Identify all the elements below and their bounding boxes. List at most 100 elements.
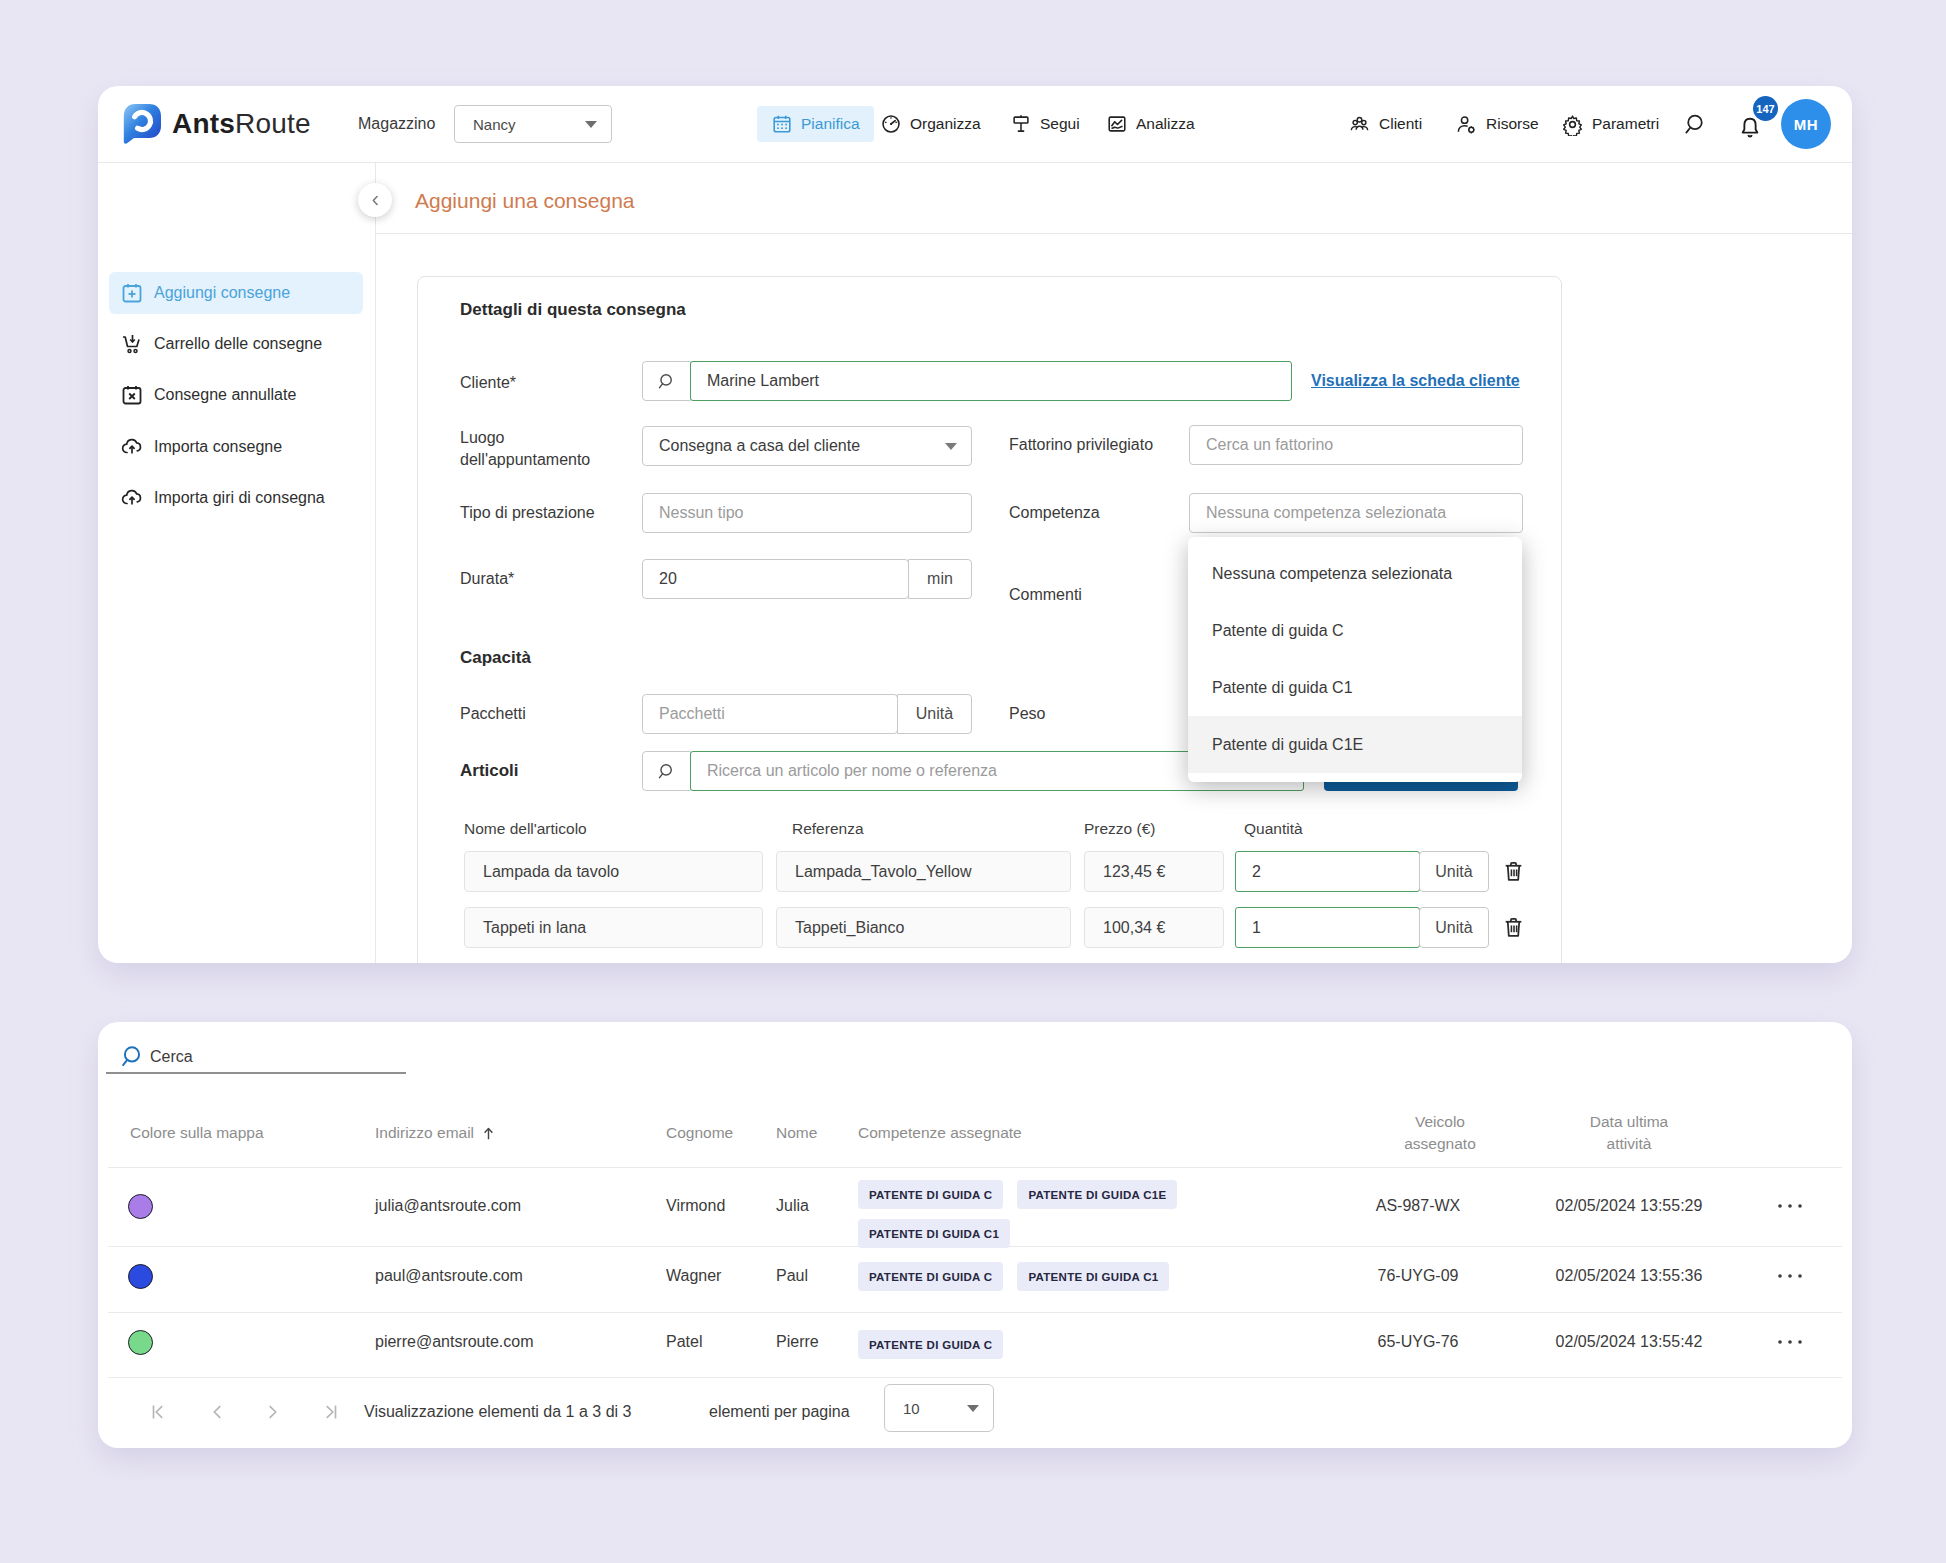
driver-cognome: Virmond — [666, 1194, 725, 1218]
view-client-link[interactable]: Visualizza la scheda cliente — [1311, 372, 1520, 390]
nav-item-pianifica[interactable]: Pianifica — [757, 106, 874, 142]
competenza-label: Competenza — [1009, 502, 1100, 524]
sidebar-item-3[interactable]: Consegne annullate — [109, 374, 363, 416]
warehouse-label: Magazzino — [358, 112, 435, 136]
last-page-icon[interactable] — [319, 1401, 341, 1423]
fattorino-label: Fattorino privilegiato — [1009, 434, 1153, 456]
driver-nome: Pierre — [776, 1330, 819, 1354]
articoli-search-iconbox — [642, 751, 691, 791]
nav-item-parametri[interactable]: Parametri — [1561, 106, 1659, 142]
driver-color-dot — [128, 1194, 153, 1219]
cliente-input[interactable]: Marine Lambert — [690, 361, 1292, 401]
dropdown-option-3[interactable]: Patente di guida C1 — [1188, 659, 1522, 716]
competenza-badge: PATENTE DI GUIDA C1 — [858, 1219, 1010, 1248]
nav-item-clienti[interactable]: Clienti — [1348, 106, 1422, 142]
prev-page-icon[interactable] — [207, 1401, 229, 1423]
durata-input[interactable]: 20 — [642, 559, 909, 599]
notification-count-badge: 147 — [1753, 96, 1778, 121]
cliente-search-iconbox — [642, 361, 691, 401]
next-page-icon[interactable] — [261, 1401, 283, 1423]
cloud-upload-icon — [120, 435, 144, 459]
avatar[interactable]: MH — [1781, 99, 1831, 149]
driver-badges-line: PATENTE DI GUIDA CPATENTE DI GUIDA C1E — [858, 1180, 1177, 1209]
item-referenza-field[interactable]: Tappeti_Bianco — [776, 907, 1071, 948]
driver-data: 02/05/2024 13:55:29 — [1538, 1194, 1720, 1218]
competenza-badge: PATENTE DI GUIDA C — [858, 1262, 1003, 1291]
item-nome-field[interactable]: Lampada da tavolo — [464, 851, 763, 892]
col-header-nome[interactable]: Nome — [776, 1122, 817, 1144]
luogo-select[interactable]: Consegna a casa del cliente — [642, 426, 972, 466]
delete-item-icon[interactable] — [1501, 859, 1526, 884]
cart-icon — [120, 332, 144, 356]
driver-veicolo: 65-UYG-76 — [1348, 1330, 1488, 1354]
sidebar-item-4[interactable]: Importa consegne — [109, 426, 363, 468]
warehouse-select-value: Nancy — [473, 116, 516, 133]
item-nome-field[interactable]: Tappeti in lana — [464, 907, 763, 948]
items-col-header-1: Nome dell'articolo — [464, 820, 587, 838]
nav-item-segui[interactable]: Segui — [1010, 106, 1080, 142]
gear-icon — [1561, 113, 1584, 136]
calendar-x-icon — [120, 383, 144, 407]
people-icon — [1348, 113, 1371, 136]
sidebar-item-1[interactable]: Aggiungi consegne — [109, 272, 363, 314]
row-menu-icon[interactable] — [1776, 1202, 1804, 1210]
col-header-data[interactable]: Data ultimaattività — [1559, 1111, 1699, 1155]
capacita-title: Capacità — [460, 647, 531, 669]
col-header-competenze[interactable]: Competenze assegnate — [858, 1122, 1022, 1144]
antsroute-logo-icon — [120, 101, 164, 145]
articoli-label: Articoli — [460, 760, 519, 782]
driver-nome: Paul — [776, 1264, 808, 1288]
col-header-cognome[interactable]: Cognome — [666, 1122, 733, 1144]
competenza-badge: PATENTE DI GUIDA C1 — [1017, 1262, 1169, 1291]
nav-item-analizza[interactable]: Analizza — [1106, 106, 1195, 142]
back-button[interactable] — [358, 183, 392, 217]
driver-data: 02/05/2024 13:55:42 — [1538, 1330, 1720, 1354]
driver-cognome: Wagner — [666, 1264, 721, 1288]
dropdown-option-4[interactable]: Patente di guida C1E — [1188, 716, 1522, 773]
driver-badges-line: PATENTE DI GUIDA C1 — [858, 1219, 1010, 1248]
per-page-select[interactable]: 10 — [884, 1384, 994, 1432]
search-icon[interactable] — [1683, 112, 1708, 137]
pacchetti-input[interactable]: Pacchetti — [642, 694, 898, 734]
row-menu-icon[interactable] — [1776, 1338, 1804, 1346]
drivers-panel: Cerca Colore sulla mappa Indirizzo email… — [98, 1022, 1852, 1448]
nav-item-organizza[interactable]: Organizza — [880, 106, 981, 142]
fattorino-input[interactable]: Cerca un fattorino — [1189, 425, 1523, 465]
item-prezzo-field[interactable]: 123,45 € — [1084, 851, 1224, 892]
driver-data: 02/05/2024 13:55:36 — [1538, 1264, 1720, 1288]
col-header-veicolo[interactable]: Veicoloassegnato — [1370, 1111, 1510, 1155]
drivers-search-input[interactable]: Cerca — [150, 1044, 193, 1069]
driver-color-dot — [128, 1264, 153, 1289]
luogo-label: Luogodell'appuntamento — [460, 427, 590, 471]
competenza-dropdown: Nessuna competenza selezionataPatente di… — [1188, 537, 1522, 782]
row-divider — [108, 1167, 1842, 1168]
dropdown-option-1[interactable]: Nessuna competenza selezionata — [1188, 545, 1522, 602]
logo-text[interactable]: AntsRoute — [172, 108, 311, 140]
col-header-email[interactable]: Indirizzo email — [375, 1122, 497, 1144]
tipo-input[interactable]: Nessun tipo — [642, 493, 972, 533]
chevron-left-icon — [368, 193, 383, 208]
competenza-input[interactable]: Nessuna competenza selezionata — [1189, 493, 1523, 533]
item-prezzo-field[interactable]: 100,34 € — [1084, 907, 1224, 948]
calendar-plus-icon — [120, 281, 144, 305]
first-page-icon[interactable] — [148, 1401, 170, 1423]
chevron-down-icon — [967, 1405, 979, 1412]
sidebar-item-2[interactable]: Carrello delle consegne — [109, 323, 363, 365]
warehouse-select[interactable]: Nancy — [454, 105, 612, 143]
delete-item-icon[interactable] — [1501, 915, 1526, 940]
search-icon — [657, 762, 676, 781]
chevron-down-icon — [585, 121, 597, 128]
item-referenza-field[interactable]: Lampada_Tavolo_Yellow — [776, 851, 1071, 892]
sidebar-item-5[interactable]: Importa giri di consegna — [109, 477, 363, 519]
dropdown-option-2[interactable]: Patente di guida C — [1188, 602, 1522, 659]
nav-item-risorse[interactable]: Risorse — [1455, 106, 1539, 142]
search-icon[interactable] — [120, 1044, 145, 1069]
durata-unit-suffix: min — [908, 559, 972, 599]
item-quantita-input[interactable]: 2 — [1235, 851, 1420, 892]
col-header-colore[interactable]: Colore sulla mappa — [130, 1122, 264, 1144]
cloud-upload-icon — [120, 486, 144, 510]
items-col-header-2: Referenza — [792, 820, 864, 838]
row-menu-icon[interactable] — [1776, 1272, 1804, 1280]
main-panel: AntsRoute Magazzino Nancy PianificaOrgan… — [98, 86, 1852, 963]
item-quantita-input[interactable]: 1 — [1235, 907, 1420, 948]
